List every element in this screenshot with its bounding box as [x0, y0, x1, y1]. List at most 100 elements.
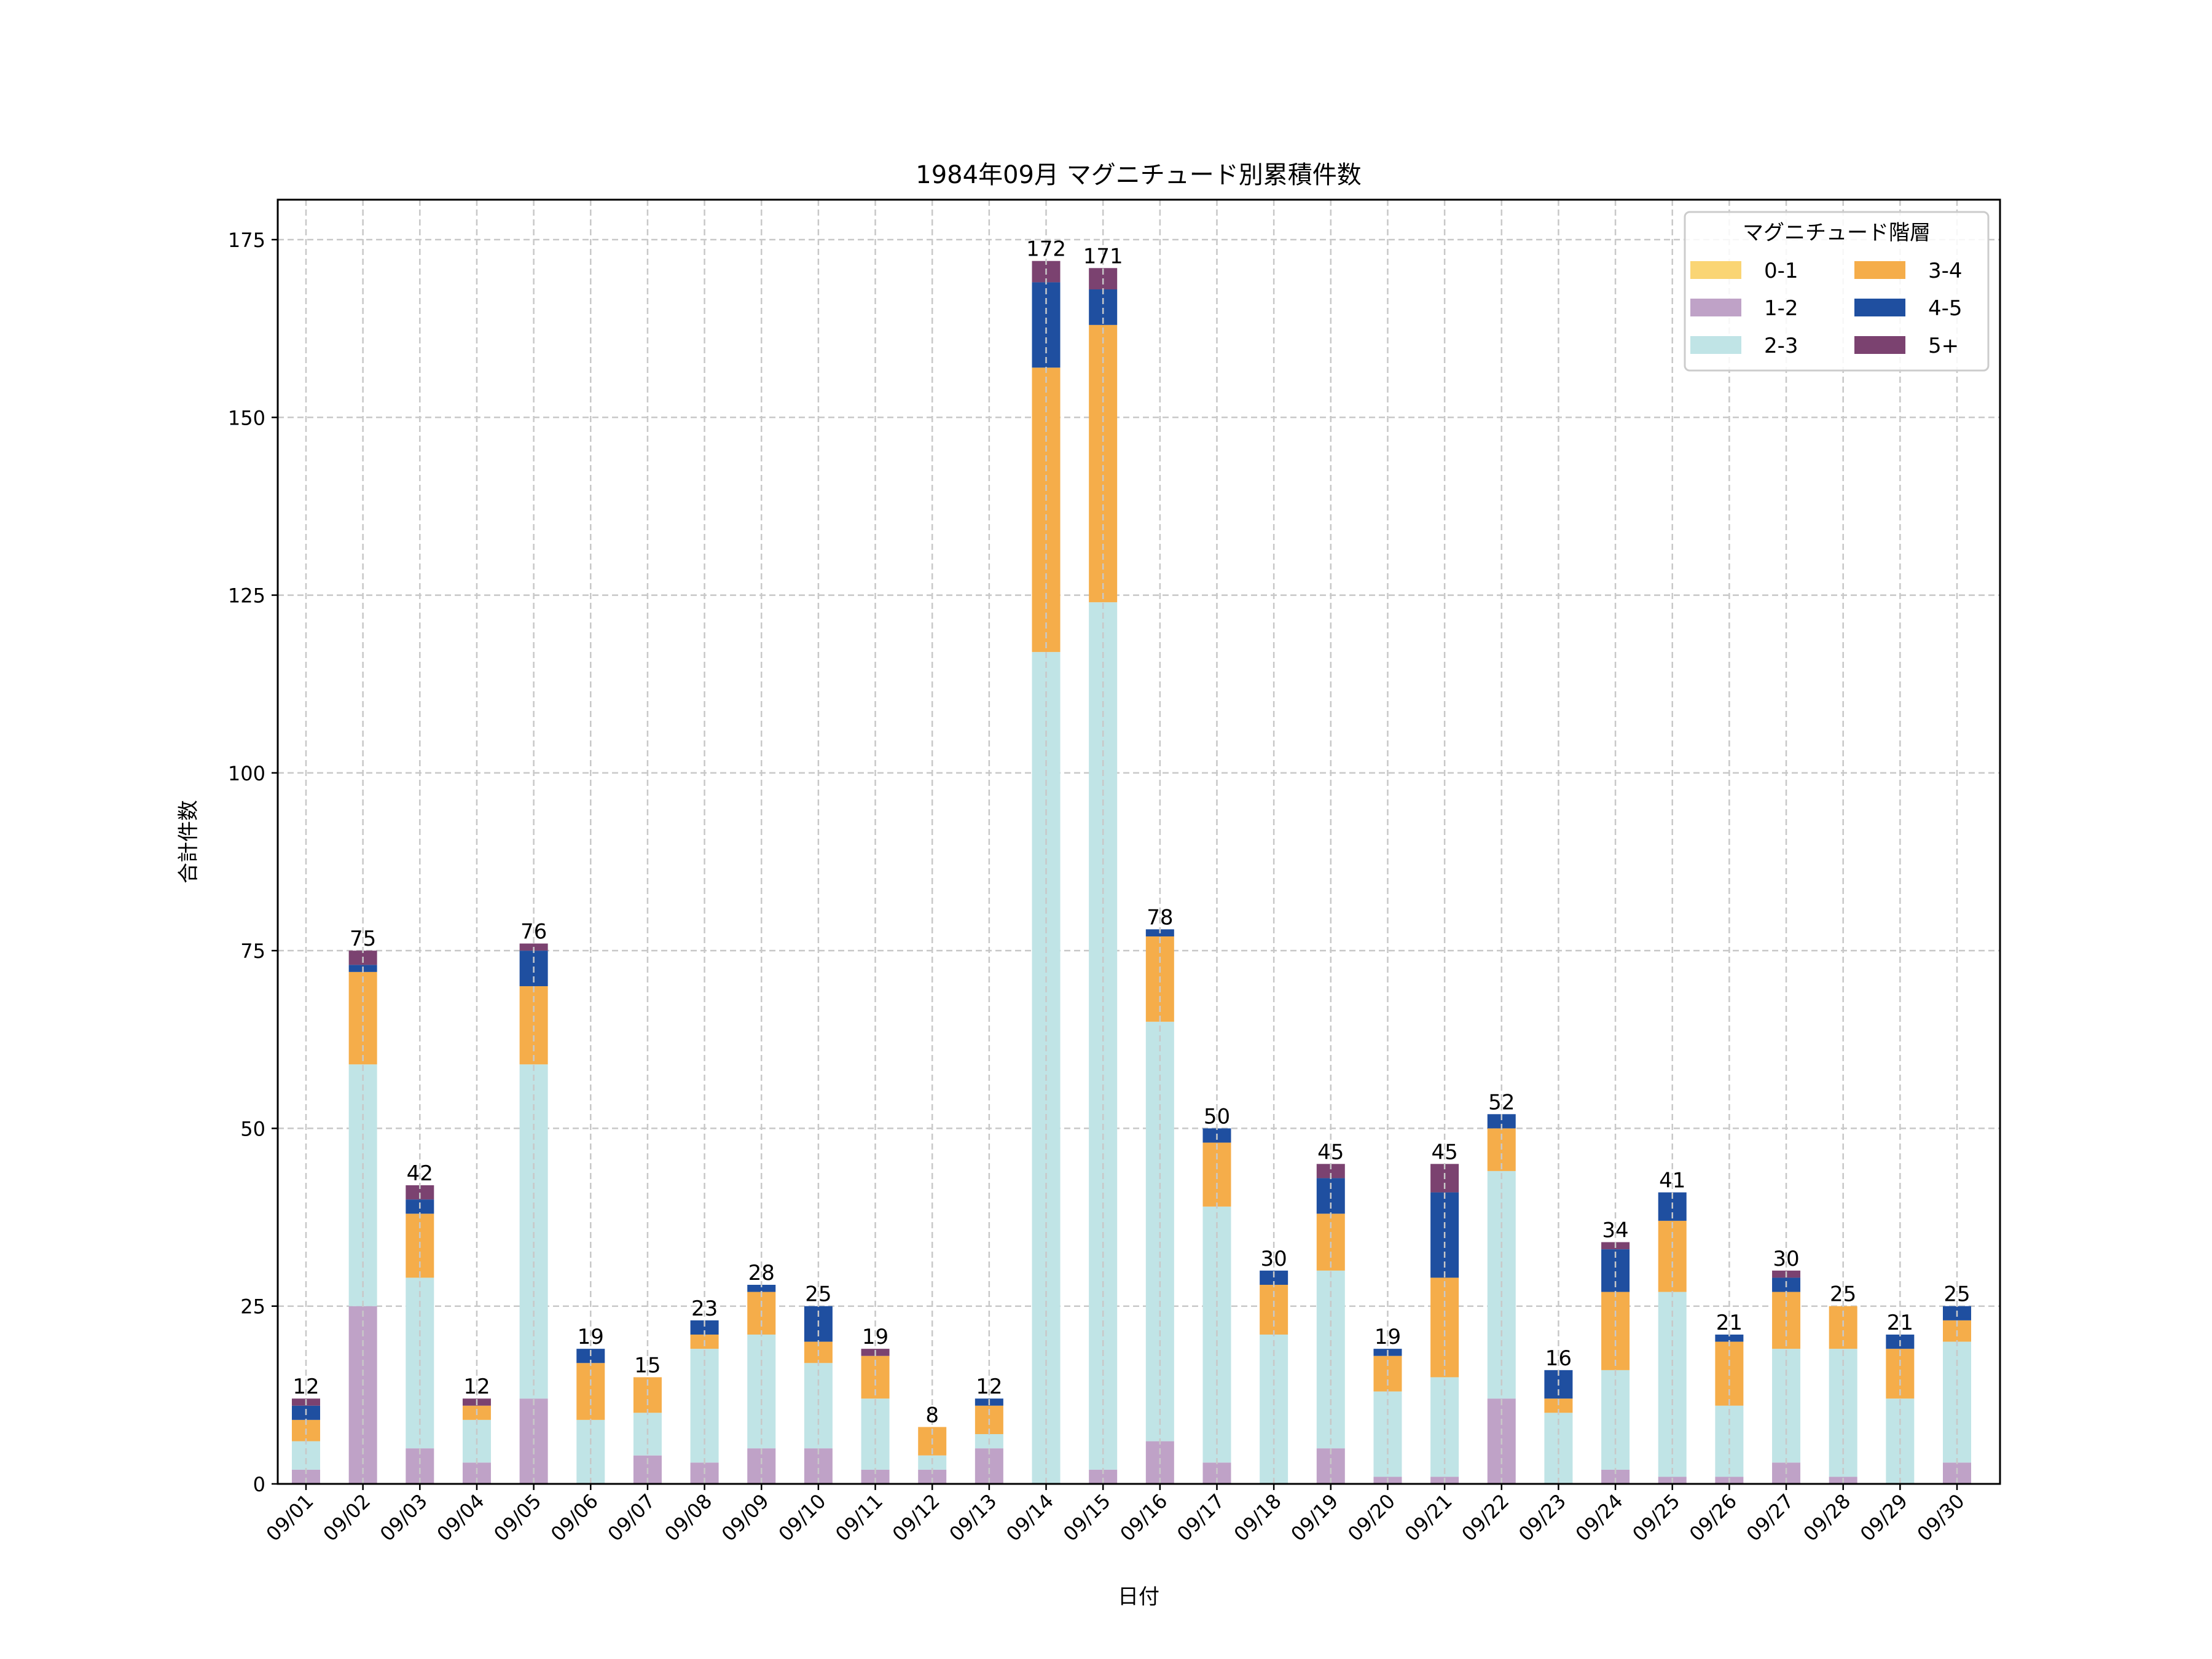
bar-segment-2-3: [292, 1441, 320, 1470]
total-label: 25: [805, 1282, 831, 1307]
total-label: 21: [1716, 1311, 1743, 1335]
y-tick-label: 150: [228, 406, 265, 429]
legend-swatch-1-2: [1690, 299, 1741, 316]
x-axis: 09/01 09/02 09/03 09/04 09/05 09/06 09/07 09/08…: [262, 1484, 1969, 1546]
x-tick-label: 09/10: [774, 1489, 830, 1546]
bar-segment-1-2: [918, 1469, 947, 1484]
plot-frame: [276, 198, 2001, 1485]
total-label: 50: [1204, 1104, 1230, 1129]
total-label: 19: [862, 1325, 888, 1349]
chart-title: 1984年09月 マグニチュード別累積件数: [916, 161, 1361, 189]
y-axis-label: 合計件数: [176, 800, 201, 884]
bars: [292, 261, 1971, 1484]
x-tick-label: 09/04: [433, 1489, 489, 1546]
total-label: 12: [976, 1375, 1002, 1399]
legend-label: 4-5: [1928, 296, 1963, 321]
total-label: 45: [1317, 1140, 1344, 1164]
total-label: 15: [634, 1353, 661, 1378]
x-tick-label: 09/15: [1059, 1489, 1115, 1546]
total-label: 30: [1261, 1247, 1287, 1271]
x-tick-label: 09/26: [1685, 1489, 1741, 1546]
total-label: 52: [1488, 1090, 1515, 1115]
legend-swatch-5+: [1854, 336, 1905, 354]
bar-segment-1-2: [292, 1469, 320, 1484]
bar-segment-4-5: [1715, 1335, 1744, 1342]
y-tick-label: 125: [228, 584, 265, 608]
x-tick-label: 09/20: [1343, 1489, 1400, 1546]
x-axis-label: 日付: [1118, 1585, 1159, 1609]
total-label: 8: [925, 1403, 939, 1427]
grid: [278, 238, 2000, 1485]
legend-label: 0-1: [1764, 259, 1798, 283]
x-tick-label: 09/05: [489, 1489, 546, 1546]
legend-label: 3-4: [1928, 259, 1963, 283]
x-tick-label: 09/07: [603, 1489, 660, 1546]
y-tick-label: 75: [240, 939, 265, 963]
x-tick-label: 09/28: [1798, 1489, 1855, 1546]
total-label: 21: [1887, 1311, 1913, 1335]
x-tick-label: 09/03: [375, 1489, 432, 1546]
bar-segment-4-5: [747, 1285, 776, 1292]
legend-title: マグニチュード階層: [1743, 221, 1931, 245]
legend-box: [1684, 211, 1990, 372]
x-tick-label: 09/11: [831, 1489, 887, 1546]
total-label: 28: [748, 1261, 775, 1285]
bar-segment-3-4: [1544, 1398, 1573, 1413]
total-label: 172: [1026, 237, 1066, 262]
x-tick-label: 09/21: [1400, 1489, 1457, 1546]
x-tick-label: 09/29: [1856, 1489, 1912, 1546]
bar-segment-3-4: [1089, 324, 1118, 603]
x-tick-label: 09/12: [888, 1489, 944, 1546]
total-label: 12: [292, 1375, 319, 1399]
bar-segment-1-2: [861, 1469, 890, 1484]
total-label: 75: [350, 927, 376, 951]
x-tick-label: 09/01: [262, 1489, 318, 1546]
bar-segment-1-2: [1601, 1469, 1630, 1484]
total-label: 23: [691, 1296, 718, 1321]
legend-label: 5+: [1928, 334, 1959, 358]
x-tick-label: 09/25: [1628, 1489, 1684, 1546]
total-label: 78: [1147, 905, 1173, 930]
x-tick-label: 09/17: [1172, 1489, 1229, 1546]
y-tick-label: 25: [240, 1295, 265, 1319]
legend-label: 1-2: [1764, 296, 1798, 321]
x-tick-label: 09/27: [1742, 1489, 1798, 1546]
bar-segment-5+: [406, 1185, 434, 1200]
total-label: 19: [1375, 1325, 1401, 1349]
total-label: 25: [1830, 1282, 1856, 1307]
total-label: 42: [407, 1161, 433, 1186]
x-tick-label: 09/24: [1571, 1489, 1628, 1546]
x-tick-label: 09/22: [1457, 1489, 1513, 1546]
x-tick-label: 09/18: [1230, 1489, 1286, 1546]
total-label: 30: [1773, 1247, 1799, 1271]
x-tick-label: 09/09: [717, 1489, 774, 1546]
total-label: 41: [1659, 1169, 1685, 1193]
x-tick-label: 09/19: [1286, 1489, 1343, 1546]
total-label: 171: [1083, 244, 1123, 269]
bar-segment-4-5: [1032, 282, 1061, 368]
bar-segment-2-3: [1316, 1270, 1345, 1449]
total-label: 25: [1943, 1282, 1970, 1307]
bar-segment-2-3: [804, 1363, 833, 1449]
y-tick-label: 175: [228, 229, 265, 252]
bar-segment-4-5: [690, 1320, 719, 1335]
total-label: 16: [1545, 1346, 1572, 1371]
total-label: 45: [1431, 1140, 1457, 1164]
x-tick-label: 09/02: [318, 1489, 375, 1546]
legend-swatch-4-5: [1854, 299, 1905, 316]
total-label: 12: [463, 1375, 490, 1399]
legend-swatch-0-1: [1690, 261, 1741, 279]
legend-swatch-3-4: [1854, 261, 1905, 279]
y-tick-label: 50: [240, 1117, 265, 1140]
y-tick-label: 0: [253, 1473, 265, 1496]
x-tick-label: 09/13: [944, 1489, 1001, 1546]
legend: マグニチュード階層 0-1 1-2 2-3 3-4 4-5 5+: [1684, 211, 1990, 372]
x-tick-label: 09/16: [1115, 1489, 1172, 1546]
x-tick-label: 09/08: [660, 1489, 716, 1546]
total-label: 76: [520, 920, 547, 944]
legend-label: 2-3: [1764, 334, 1798, 358]
y-axis: 0 25 50 75 100 125 150 175: [228, 229, 278, 1496]
bar-segment-4-5: [1260, 1270, 1288, 1285]
bar-segment-5+: [1316, 1164, 1345, 1179]
